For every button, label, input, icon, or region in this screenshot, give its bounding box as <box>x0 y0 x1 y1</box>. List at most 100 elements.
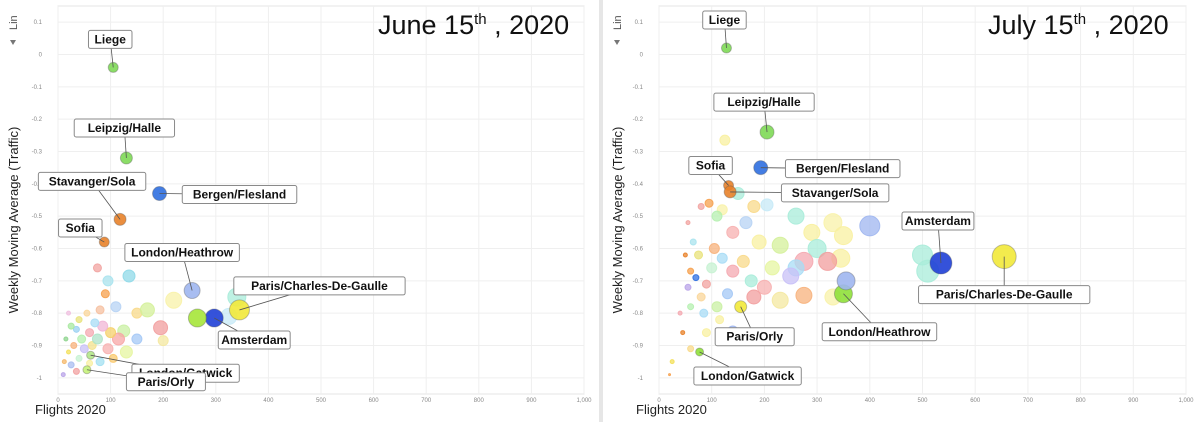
bubble-point <box>100 289 110 299</box>
airport-label-box <box>125 372 206 392</box>
airport-label: Paris/Charles-De-Gaulle <box>918 285 1091 305</box>
x-tick-label: 600 <box>970 398 981 404</box>
airport-label-text: Leipzig/Halle <box>88 121 162 135</box>
bubble-point <box>67 322 75 330</box>
airport-label-text: Stavanger/Sola <box>49 174 136 188</box>
y-tick-label: -0.7 <box>32 279 43 285</box>
bubble-point <box>70 342 78 349</box>
x-tick-label: 0 <box>657 398 661 404</box>
airport-label-text: Paris/Orly <box>726 330 783 344</box>
bubble-point <box>111 332 125 346</box>
airport-bubble[interactable] <box>187 308 207 328</box>
bubble-point <box>95 357 105 367</box>
airport-label-box <box>780 183 890 203</box>
bubble-point <box>701 279 711 289</box>
airport-label-text: Liege <box>95 32 127 46</box>
y-tick-label: -0.3 <box>32 150 43 156</box>
bubble-point <box>697 202 705 210</box>
x-tick-label: 300 <box>812 398 823 404</box>
x-tick-label: 0 <box>56 398 60 404</box>
bubble-point <box>726 264 740 278</box>
bubble-point <box>90 318 100 328</box>
bubble-point <box>131 333 143 345</box>
airport-label-box <box>702 10 747 30</box>
bubble-point <box>102 275 114 287</box>
x-tick-label: 700 <box>1023 398 1034 404</box>
y-tick-label: -0.9 <box>32 344 43 350</box>
bubble-point <box>157 335 169 347</box>
bubble-point <box>694 250 704 260</box>
bubble-point <box>77 334 87 344</box>
x-tick-label: 200 <box>759 398 770 404</box>
bubble-point <box>764 260 780 276</box>
airport-label: Stavanger/Sola <box>37 171 147 191</box>
x-tick-label: 1,000 <box>1178 398 1194 404</box>
scale-dropdown-label[interactable]: Lin <box>612 15 624 30</box>
bubble-point <box>91 333 103 345</box>
bubble-point <box>760 198 774 212</box>
bubble-point <box>105 327 117 339</box>
airport-label: Liege <box>87 29 133 49</box>
bubble-point <box>689 238 697 246</box>
bubble-point <box>72 325 80 333</box>
bubble-point <box>833 226 853 246</box>
airport-label-box <box>217 330 291 350</box>
bubble-point <box>782 267 800 285</box>
y-axis-label: Weekly Moving Average (Traffic) <box>6 127 21 314</box>
bubble-point <box>803 223 821 241</box>
bubble-point <box>75 316 83 324</box>
dropdown-arrow-icon[interactable] <box>10 40 16 45</box>
bubble-point <box>744 274 758 288</box>
bubble-point <box>706 262 718 274</box>
bubble-point <box>823 213 843 233</box>
airport-label-box <box>58 218 103 238</box>
x-tick-label: 200 <box>158 398 169 404</box>
bubble-point <box>75 354 83 362</box>
bubble-point <box>708 243 720 254</box>
x-tick-label: 100 <box>106 398 117 404</box>
y-tick-label: -0.1 <box>633 85 644 91</box>
y-tick-label: -0.7 <box>633 279 644 285</box>
airport-label-box <box>688 155 733 175</box>
bubble-point <box>66 349 72 355</box>
airport-label-text: Bergen/Flesland <box>193 188 286 202</box>
airport-bubble[interactable] <box>836 271 856 291</box>
y-tick-label: -0.5 <box>32 214 43 220</box>
bubble-point <box>110 301 122 313</box>
y-tick-label: 0 <box>640 53 644 59</box>
bubble-point <box>79 344 89 354</box>
airport-label-text: London/Heathrow <box>828 325 931 339</box>
airport-label: Sofia <box>58 218 103 238</box>
bubble-point <box>692 274 700 282</box>
bubble-point <box>85 328 95 338</box>
dropdown-arrow-icon[interactable] <box>614 40 620 45</box>
x-tick-label: 400 <box>263 398 274 404</box>
bubble-point <box>66 310 72 316</box>
bubble-point <box>701 328 711 338</box>
bubble-point <box>859 215 881 237</box>
y-tick-label: -0.1 <box>32 85 43 91</box>
airport-label: Bergen/Flesland <box>784 159 901 179</box>
bubble-point <box>108 353 118 363</box>
bubble-point <box>680 330 686 336</box>
bubble-point <box>711 301 723 313</box>
x-tick-label: 800 <box>474 398 485 404</box>
bubble-point <box>704 198 714 208</box>
y-tick-label: 0.1 <box>34 20 43 26</box>
y-tick-label: -0.2 <box>633 117 644 123</box>
airport-label: Liege <box>702 10 747 30</box>
bubble-point <box>715 315 725 325</box>
airport-bubble[interactable] <box>759 124 775 140</box>
scale-dropdown-label[interactable]: Lin <box>8 15 20 30</box>
airport-label: Amsterdam <box>217 330 291 350</box>
chart-panel-june: 0 100 200 300 400 500 600 700 800 900 1,000 0.1 0 -0.… <box>0 0 598 422</box>
airport-bubble[interactable] <box>695 347 705 357</box>
airport-label: Leipzig/Halle <box>73 118 176 138</box>
bubble-point <box>668 373 672 377</box>
airport-label-box <box>233 276 406 296</box>
airport-label: Amsterdam <box>901 211 975 231</box>
bubble-point <box>122 269 136 283</box>
chart-title: July 15th , 2020 <box>988 10 1169 40</box>
bubble-point <box>687 303 695 311</box>
airport-label-box <box>181 185 298 205</box>
